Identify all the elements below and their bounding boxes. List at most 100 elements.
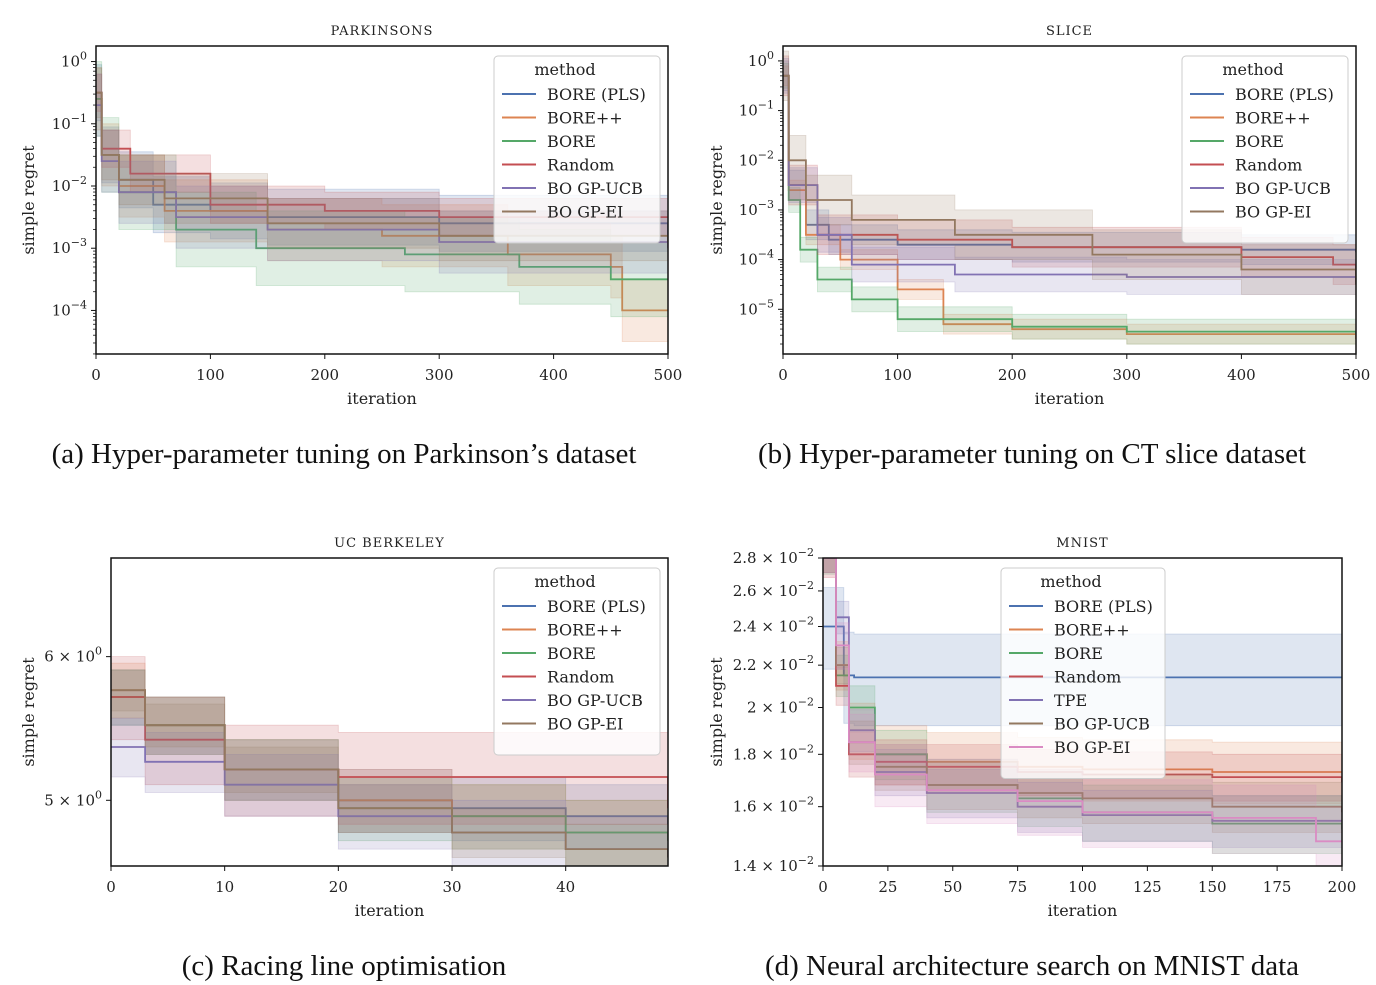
legend-label-bo-gp-ei: BO GP-EI <box>547 715 623 734</box>
legend-label-bore-pls: BORE (PLS) <box>547 85 646 104</box>
x-tick-label: 200 <box>998 366 1027 384</box>
legend-label-bo-gp-ucb: BO GP-UCB <box>1054 715 1150 734</box>
y-tick-label: 10−5 <box>739 297 774 318</box>
legend-label-random: Random <box>1054 668 1121 687</box>
series-line-bo-gp-ucb <box>783 74 1356 282</box>
x-tick-label: 10 <box>215 878 234 896</box>
y-tick-label: 10−1 <box>52 112 87 133</box>
x-tick-label: 500 <box>654 366 683 384</box>
plot-frame <box>782 45 1357 355</box>
legend-label-bore: BORE <box>547 644 596 663</box>
y-tick-label: 10−3 <box>52 236 87 257</box>
legend-title: method <box>534 572 595 591</box>
legend-label-bore: BORE++ <box>547 109 623 128</box>
legend-label-random: Random <box>1235 156 1302 175</box>
legend-box <box>1000 567 1166 779</box>
legend-label-bore: BORE <box>547 132 596 151</box>
legend-label-bore-pls: BORE (PLS) <box>1054 597 1153 616</box>
x-tick-label: 0 <box>91 366 101 384</box>
x-axis-label: iteration <box>1035 389 1105 408</box>
caption-a: (a) Hyper-parameter tuning on Parkinson’… <box>51 438 637 470</box>
band-random <box>111 656 668 858</box>
y-tick-label: 2.8 × 10−2 <box>733 546 814 567</box>
series-line-bo-gp-ei <box>783 74 1356 285</box>
legend-title: method <box>534 60 595 79</box>
y-tick-label: 2.4 × 10−2 <box>733 614 814 635</box>
y-axis-label: simple regret <box>707 657 726 767</box>
chart-parkinsons: 0 100 200 300 400 500 100 10−1 10−2 10−3 10−4 PARKI… <box>0 0 688 420</box>
x-tick-label: 150 <box>1198 878 1227 896</box>
legend: method BORE (PLS) BORE++ BORE Random BO GP-UC… <box>493 567 661 756</box>
legend-label-bore: BORE <box>1054 644 1103 663</box>
x-tick-label: 175 <box>1263 878 1292 896</box>
legend: method BORE (PLS) BORE++ BORE Random BO GP-UC… <box>1181 55 1349 244</box>
series-line-bo-gp-ucb <box>96 104 668 249</box>
chart-slice-svg: 0 100 200 300 400 500 100 10−1 10−2 10−3 10−4 10−5 S… <box>707 24 1371 408</box>
x-tick-label: 30 <box>442 878 461 896</box>
x-tick-label: 25 <box>878 878 897 896</box>
caption-d: (d) Neural architecture search on MNIST … <box>764 950 1300 982</box>
y-tick-label: 100 <box>748 49 774 70</box>
band-bo-gp-ucb <box>111 717 668 866</box>
chart-uc-berkeley-svg: 0 10 20 30 40 6 × 100 5 × 100 UC BERKELEY iterat… <box>19 536 669 920</box>
x-tick-label: 100 <box>196 366 225 384</box>
x-tick-label: 200 <box>310 366 339 384</box>
chart-title: SLICE <box>1046 24 1093 39</box>
legend-box <box>493 567 661 756</box>
legend-label-bore: BORE++ <box>547 621 623 640</box>
x-axis-label: iteration <box>1048 901 1118 920</box>
legend-label-bo-gp-ucb: BO GP-UCB <box>547 691 643 710</box>
legend-box <box>493 55 661 244</box>
series-line-bore <box>783 74 1356 335</box>
x-tick-label: 0 <box>106 878 116 896</box>
legend-label-bo-gp-ei: BO GP-EI <box>1235 203 1311 222</box>
x-tick-label: 400 <box>1227 366 1256 384</box>
band-bo-gp-ucb <box>823 558 1342 839</box>
legend-label-bore-pls: BORE (PLS) <box>547 597 646 616</box>
y-axis-label: simple regret <box>707 145 726 255</box>
legend-title: method <box>1040 572 1101 591</box>
legend: method BORE (PLS) BORE++ BORE Random BO GP-UC… <box>493 55 661 244</box>
x-tick-label: 500 <box>1342 366 1371 384</box>
legend-title: method <box>1222 60 1283 79</box>
y-tick-label: 100 <box>61 50 87 71</box>
y-tick-label: 2 × 10−2 <box>747 696 814 717</box>
x-tick-label: 0 <box>818 878 828 896</box>
chart-title: MNIST <box>1056 536 1108 551</box>
band-tpe <box>823 558 1342 848</box>
y-tick-label: 2.2 × 10−2 <box>733 653 814 674</box>
legend-label-bo-gp-ucb: BO GP-UCB <box>1235 179 1331 198</box>
y-tick-label: 10−4 <box>739 248 774 269</box>
legend-box <box>1181 55 1349 244</box>
band-bore <box>96 61 668 318</box>
y-tick-label: 10−4 <box>52 298 87 319</box>
y-tick-label: 6 × 100 <box>44 645 102 666</box>
y-tick-label: 10−2 <box>52 174 87 195</box>
caption-c: (c) Racing line optimisation <box>181 950 507 982</box>
caption-b: (b) Hyper-parameter tuning on CT slice d… <box>757 438 1307 470</box>
y-tick-label: 10−2 <box>739 148 774 169</box>
x-tick-label: 125 <box>1133 878 1162 896</box>
x-tick-label: 0 <box>778 366 788 384</box>
x-tick-label: 50 <box>943 878 962 896</box>
y-axis-label: simple regret <box>19 657 38 767</box>
x-tick-label: 300 <box>425 366 454 384</box>
y-tick-label: 10−3 <box>739 198 774 219</box>
x-tick-label: 75 <box>1008 878 1027 896</box>
legend-label-random: Random <box>547 668 614 687</box>
legend-label-bo-gp-ei: BO GP-EI <box>547 203 623 222</box>
plot-area <box>111 656 668 866</box>
y-tick-label: 2.6 × 10−2 <box>733 579 814 600</box>
x-tick-label: 100 <box>883 366 912 384</box>
y-tick-label: 1.6 × 10−2 <box>733 795 814 816</box>
x-tick-label: 400 <box>539 366 568 384</box>
y-tick-label: 10−1 <box>739 99 774 120</box>
chart-uc-berkeley: 0 10 20 30 40 6 × 100 5 × 100 UC BERKELEY iterat… <box>0 512 688 932</box>
chart-mnist: 0 25 50 75 100 125 150 175 200 2.8 × 10−2 2.6 × 10… <box>688 512 1376 932</box>
legend-label-bo-gp-ei: BO GP-EI <box>1054 738 1130 757</box>
series-line-bo-gp-ei <box>96 91 668 242</box>
y-tick-label: 1.8 × 10−2 <box>733 742 814 763</box>
plot-frame <box>110 557 669 867</box>
legend: method BORE (PLS) BORE++ BORE Random TPE BO GP… <box>1000 567 1166 779</box>
legend-label-random: Random <box>547 156 614 175</box>
